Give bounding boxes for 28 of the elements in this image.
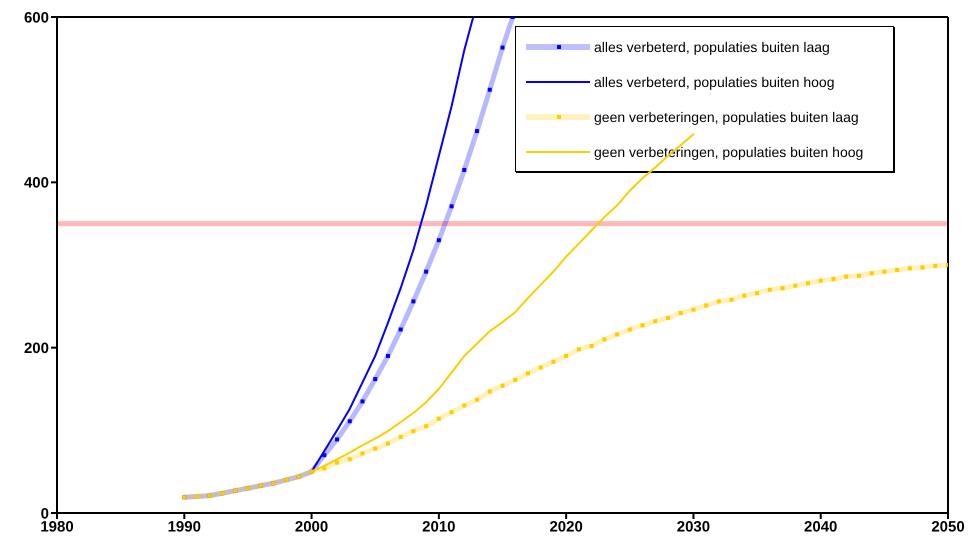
legend-label: geen verbeteringen, populaties buiten laag xyxy=(594,108,859,124)
x-tick-label: 2040 xyxy=(804,518,838,536)
point xyxy=(411,299,416,304)
x-tick-label: 1990 xyxy=(168,518,201,536)
point xyxy=(373,377,378,382)
point xyxy=(360,399,364,404)
x-tick-label: 2010 xyxy=(422,518,456,536)
point xyxy=(475,129,480,134)
x-tick-label: 2020 xyxy=(549,518,583,536)
point xyxy=(450,204,454,208)
x-tick-label: 2000 xyxy=(294,518,328,536)
point xyxy=(348,419,352,424)
point xyxy=(436,238,441,242)
x-tick-label: 2030 xyxy=(676,518,710,536)
point xyxy=(335,437,340,442)
point xyxy=(462,168,466,172)
point xyxy=(424,270,428,274)
point xyxy=(488,88,492,92)
point xyxy=(386,354,390,358)
legend-label: alles verbeterd, populaties buiten laag xyxy=(594,38,830,54)
y-tick-label: 400 xyxy=(24,174,49,192)
point xyxy=(500,46,504,50)
point xyxy=(398,327,403,332)
x-tick-label: 2050 xyxy=(931,518,965,536)
y-tick-label: 600 xyxy=(24,9,49,26)
y-tick-label: 200 xyxy=(24,340,49,357)
legend-label: alles verbeterd, populaties buiten hoog xyxy=(594,74,835,90)
point xyxy=(322,453,326,458)
